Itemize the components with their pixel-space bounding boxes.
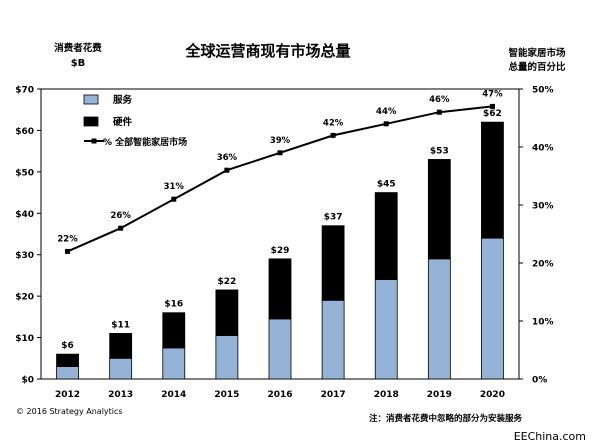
bar-total-label-2020: $62 bbox=[483, 109, 502, 119]
copyright: © 2016 Strategy Analytics bbox=[16, 407, 123, 416]
bar-hardware-2013 bbox=[109, 333, 133, 359]
share-label-2020: 47% bbox=[482, 89, 503, 99]
footnote: 注：消费者花费中忽略的部分为安装服务 bbox=[369, 413, 523, 424]
left-tick-label: $0 bbox=[21, 376, 34, 386]
left-axis-label-line2: $B bbox=[71, 58, 86, 69]
x-tick-label-2014: 2014 bbox=[161, 390, 186, 400]
share-point-2018 bbox=[383, 121, 389, 127]
bar-hardware-2014 bbox=[162, 312, 186, 349]
legend-swatch-hardware bbox=[83, 116, 99, 127]
share-point-2013 bbox=[118, 225, 124, 231]
share-label-2018: 44% bbox=[376, 107, 397, 117]
share-label-2016: 39% bbox=[270, 136, 291, 146]
bar-total-label-2013: $11 bbox=[111, 320, 130, 330]
bar-hardware-2019 bbox=[427, 159, 451, 260]
legend: 服务 硬件 % 全部智能家居市场 bbox=[83, 94, 187, 148]
bar-service-2019 bbox=[427, 258, 451, 380]
right-tick-label: 40% bbox=[532, 144, 554, 154]
left-axis-ticks: $0 $10 $20 $30 $40 $50 $60 $70 bbox=[15, 86, 41, 386]
bar-hardware-2016 bbox=[268, 258, 292, 320]
right-tick-label: 50% bbox=[532, 86, 554, 96]
left-tick-label: $50 bbox=[15, 168, 34, 178]
right-tick-label: 0% bbox=[532, 376, 547, 386]
x-tick-label-2016: 2016 bbox=[267, 390, 292, 400]
share-label-2014: 31% bbox=[164, 182, 185, 192]
x-tick-label-2013: 2013 bbox=[108, 390, 133, 400]
bar-service-2013 bbox=[109, 357, 133, 380]
share-point-2015 bbox=[224, 167, 230, 173]
bar-hardware-2018 bbox=[374, 192, 398, 280]
share-label-2013: 26% bbox=[110, 211, 131, 221]
right-axis-label-line2: 总量的百分比 bbox=[508, 61, 566, 73]
bar-service-2015 bbox=[215, 335, 239, 380]
x-tick-label-2012: 2012 bbox=[55, 390, 80, 400]
right-tick-label: 20% bbox=[532, 260, 554, 270]
bar-service-2014 bbox=[162, 347, 186, 380]
share-point-2020 bbox=[489, 103, 495, 109]
bar-service-2018 bbox=[374, 279, 398, 380]
left-tick-label: $10 bbox=[15, 334, 34, 344]
bar-total-label-2015: $22 bbox=[217, 277, 236, 287]
bar-service-2017 bbox=[321, 299, 345, 380]
share-point-2012 bbox=[65, 248, 71, 254]
chart-title: 全球运营商现有市场总量 bbox=[184, 42, 350, 60]
x-tick-label-2020: 2020 bbox=[480, 390, 505, 400]
bars: $6 $11 $16 $22 $29 $37 $45 $53 $62 bbox=[56, 109, 504, 380]
bar-hardware-2020 bbox=[481, 121, 504, 239]
left-tick-label: $40 bbox=[15, 210, 34, 220]
bar-total-label-2012: $6 bbox=[61, 341, 74, 351]
bar-service-2020 bbox=[481, 237, 504, 380]
left-tick-label: $20 bbox=[15, 293, 34, 303]
bar-hardware-2017 bbox=[321, 225, 345, 301]
right-axis-ticks: 0% 10% 20% 30% 40% 50% bbox=[519, 86, 554, 386]
bar-hardware-2012 bbox=[56, 353, 79, 367]
legend-label-hardware: 硬件 bbox=[113, 116, 133, 128]
share-label-2015: 36% bbox=[217, 153, 238, 163]
legend-line-marker bbox=[91, 138, 97, 144]
x-tick-label-2015: 2015 bbox=[214, 390, 239, 400]
x-axis-ticks: 2012 2013 2014 2015 2016 2017 2018 2019 2020 bbox=[55, 390, 505, 400]
right-tick-label: 10% bbox=[532, 318, 554, 328]
share-point-2019 bbox=[436, 109, 442, 115]
x-tick-label-2019: 2019 bbox=[427, 390, 452, 400]
left-tick-label: $70 bbox=[15, 86, 34, 96]
bar-total-label-2018: $45 bbox=[377, 180, 396, 190]
legend-swatch-service bbox=[83, 94, 99, 105]
share-point-2014 bbox=[171, 196, 177, 202]
share-line: 22% 26% 31% 36% 39% 42% 44% 46% 47% bbox=[57, 89, 503, 254]
share-label-2017: 42% bbox=[323, 118, 344, 128]
right-tick-label: 30% bbox=[532, 202, 554, 212]
x-tick-label-2018: 2018 bbox=[374, 390, 399, 400]
x-tick-label-2017: 2017 bbox=[321, 390, 346, 400]
legend-label-service: 服务 bbox=[113, 94, 133, 106]
share-label-2019: 46% bbox=[429, 95, 450, 105]
bar-service-2012 bbox=[56, 366, 79, 380]
share-label-2012: 22% bbox=[57, 234, 78, 244]
bar-total-label-2017: $37 bbox=[324, 213, 343, 223]
left-axis-label-line1: 消费者花费 bbox=[54, 42, 102, 54]
left-tick-label: $60 bbox=[15, 127, 34, 137]
bar-service-2016 bbox=[268, 318, 292, 380]
legend-label-share: % 全部智能家居市场 bbox=[103, 136, 187, 148]
bar-total-label-2019: $53 bbox=[430, 146, 449, 156]
watermark: EEChina.com bbox=[514, 430, 586, 443]
right-axis-label-line1: 智能家居市场 bbox=[508, 47, 566, 59]
bar-total-label-2016: $29 bbox=[271, 246, 290, 256]
share-point-2016 bbox=[277, 150, 283, 156]
left-tick-label: $30 bbox=[15, 251, 34, 261]
share-point-2017 bbox=[330, 132, 336, 138]
bar-hardware-2015 bbox=[215, 289, 239, 336]
bar-total-label-2014: $16 bbox=[164, 300, 183, 310]
